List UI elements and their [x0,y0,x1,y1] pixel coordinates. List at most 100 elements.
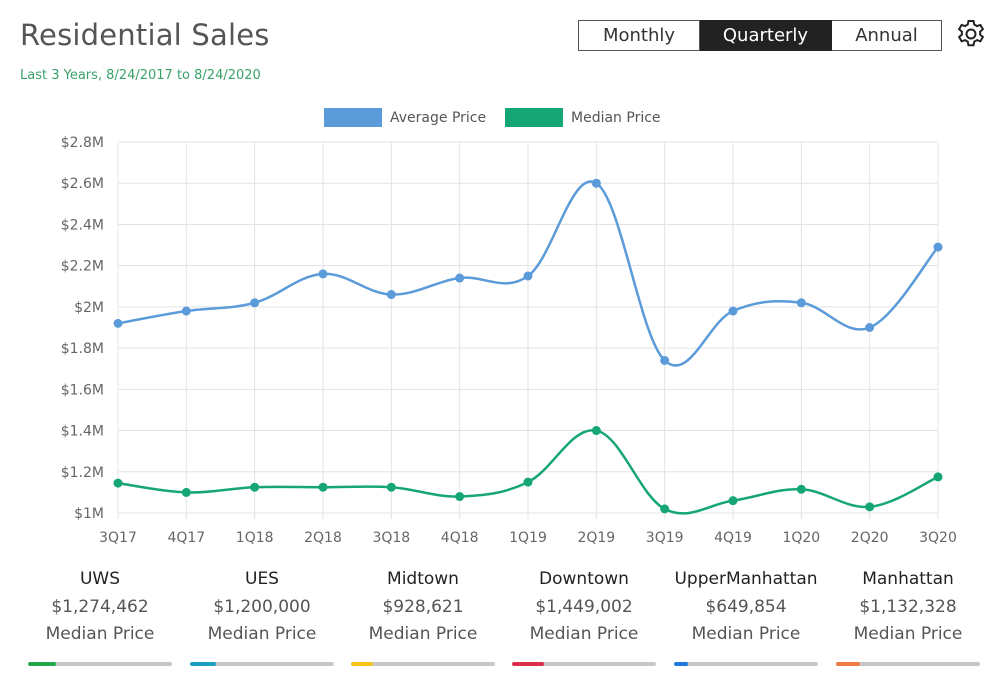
data-point-average-price [386,290,396,300]
legend-label-average: Average Price [390,109,487,126]
page-title: Residential Sales [20,18,270,52]
y-tick-label: $1.6M [61,382,104,398]
chart-legend: Average Price Median Price [0,108,1000,130]
stat-value: $1,132,328 [859,597,957,617]
stat-bar [674,662,818,666]
y-tick-label: $1.2M [61,465,104,481]
stat-bar [836,662,980,666]
stat-label: Median Price [691,624,801,644]
data-point-average-price [250,298,260,308]
gear-icon[interactable] [955,18,987,50]
x-tick-label: 2Q19 [577,530,615,546]
stat-value: $1,200,000 [213,597,311,617]
data-point-median-price [728,496,738,506]
stat-bar-fill [28,662,56,666]
data-point-median-price [318,482,328,492]
stat-bar-fill [351,662,373,666]
data-point-median-price [865,502,875,512]
data-point-median-price [523,477,533,487]
x-tick-label: 3Q18 [372,530,410,546]
data-point-median-price [591,426,601,436]
x-tick-label: 2Q18 [304,530,342,546]
legend-swatch-average [324,108,382,127]
data-point-median-price [181,487,191,497]
stat-bar [351,662,495,666]
stat-manhattan: Manhattan $1,132,328 Median Price [828,566,988,666]
x-tick-label: 4Q18 [441,530,479,546]
stat-label: Median Price [853,624,963,644]
data-point-average-price [318,269,328,279]
neighborhood-stats: UWS $1,274,462 Median Price UES $1,200,0… [0,566,1000,686]
legend-swatch-median [505,108,563,127]
data-point-median-price [113,478,123,488]
stat-name: UpperManhattan [674,569,818,589]
data-point-average-price [523,271,533,281]
data-point-average-price [933,242,943,252]
quarterly-button[interactable]: Quarterly [700,20,832,51]
stat-uppermanhattan: UpperManhattan $649,854 Median Price [666,566,826,666]
data-point-median-price [796,484,806,494]
annual-button[interactable]: Annual [832,20,942,51]
date-range-subtitle: Last 3 Years, 8/24/2017 to 8/24/2020 [20,68,261,83]
stat-downtown: Downtown $1,449,002 Median Price [504,566,664,666]
stat-name: Manhattan [862,569,954,589]
stat-midtown: Midtown $928,621 Median Price [343,566,503,666]
data-point-median-price [386,482,396,492]
stat-label: Median Price [529,624,639,644]
y-tick-label: $1.8M [61,341,104,357]
x-tick-label: 1Q20 [782,530,820,546]
legend-median-price[interactable]: Median Price [505,108,661,127]
x-tick-label: 1Q19 [509,530,547,546]
y-tick-label: $2.4M [61,217,104,233]
y-tick-label: $2M [74,300,104,316]
stat-label: Median Price [368,624,478,644]
stat-uws: UWS $1,274,462 Median Price [20,566,180,666]
data-point-average-price [591,178,601,188]
stat-value: $1,274,462 [51,597,149,617]
x-tick-label: 1Q18 [236,530,274,546]
data-point-average-price [865,323,875,332]
data-point-average-price [728,306,738,316]
y-tick-label: $2.2M [61,259,104,275]
stat-bar-fill [512,662,544,666]
data-point-median-price [933,472,943,482]
y-tick-label: $2.6M [61,176,104,192]
x-tick-label: 3Q17 [99,530,137,546]
y-tick-label: $1M [74,506,104,522]
period-toggle: Monthly Quarterly Annual [578,20,942,51]
data-point-average-price [113,318,123,328]
stat-bar-fill [674,662,688,666]
x-tick-label: 2Q20 [851,530,889,546]
stat-ues: UES $1,200,000 Median Price [182,566,342,666]
y-tick-label: $1.4M [61,424,104,440]
stat-name: Downtown [539,569,629,589]
monthly-button[interactable]: Monthly [578,20,700,51]
stat-value: $928,621 [382,597,464,617]
stat-label: Median Price [207,624,317,644]
x-tick-label: 4Q17 [167,530,205,546]
data-point-average-price [455,273,465,283]
legend-average-price[interactable]: Average Price [324,108,486,127]
stat-bar-fill [836,662,860,666]
stat-bar [28,662,172,666]
stat-value: $649,854 [705,597,787,617]
stat-label: Median Price [45,624,155,644]
data-point-median-price [660,504,670,514]
stat-name: UWS [79,569,121,589]
x-tick-label: 4Q19 [714,530,752,546]
stat-bar [512,662,656,666]
stat-bar [190,662,334,666]
data-point-median-price [455,492,465,502]
x-tick-label: 3Q20 [919,530,957,546]
stat-value: $1,449,002 [535,597,633,617]
data-point-average-price [181,306,191,316]
stat-bar-fill [190,662,216,666]
x-tick-label: 3Q19 [646,530,684,546]
price-line-chart: $1M $1.2M $1.4M $1.6M $1.8M $2M $2.2M $2.4M $2.6… [61,135,957,546]
y-tick-label: $2.8M [61,135,104,151]
stat-name: Midtown [387,569,459,589]
stat-name: UES [245,569,279,589]
data-point-average-price [796,298,806,308]
data-point-average-price [660,355,670,365]
data-point-median-price [250,482,260,492]
